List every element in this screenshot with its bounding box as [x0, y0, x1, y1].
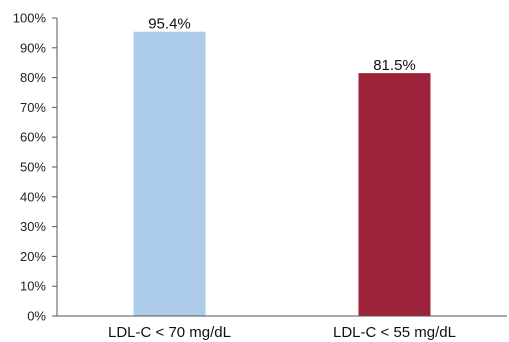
y-tick-label: 60% — [20, 130, 46, 145]
y-tick-label: 20% — [20, 249, 46, 264]
y-tick-label: 50% — [20, 160, 46, 175]
y-axis: 0% 10% 20% 30% 40% 50% 60% 70% 80% 90% 100% — [13, 11, 58, 324]
y-tick-label: 70% — [20, 100, 46, 115]
y-tick-label: 0% — [27, 309, 46, 324]
data-label: 95.4% — [148, 16, 191, 33]
x-axis: LDL-C < 70 mg/dL LDL-C < 55 mg/dL — [57, 315, 507, 341]
data-label: 81.5% — [373, 57, 416, 74]
bar — [358, 73, 431, 316]
bar — [133, 31, 206, 316]
x-category-label: LDL-C < 70 mg/dL — [108, 324, 231, 341]
bars: 95.4% 81.5% — [133, 16, 431, 316]
y-tick-label: 80% — [20, 70, 46, 85]
y-tick-label: 10% — [20, 279, 46, 294]
y-tick-label: 90% — [20, 40, 46, 55]
y-tick-label: 100% — [13, 11, 47, 26]
x-category-label: LDL-C < 55 mg/dL — [333, 324, 456, 341]
y-tick-label: 30% — [20, 219, 46, 234]
y-tick-label: 40% — [20, 189, 46, 204]
